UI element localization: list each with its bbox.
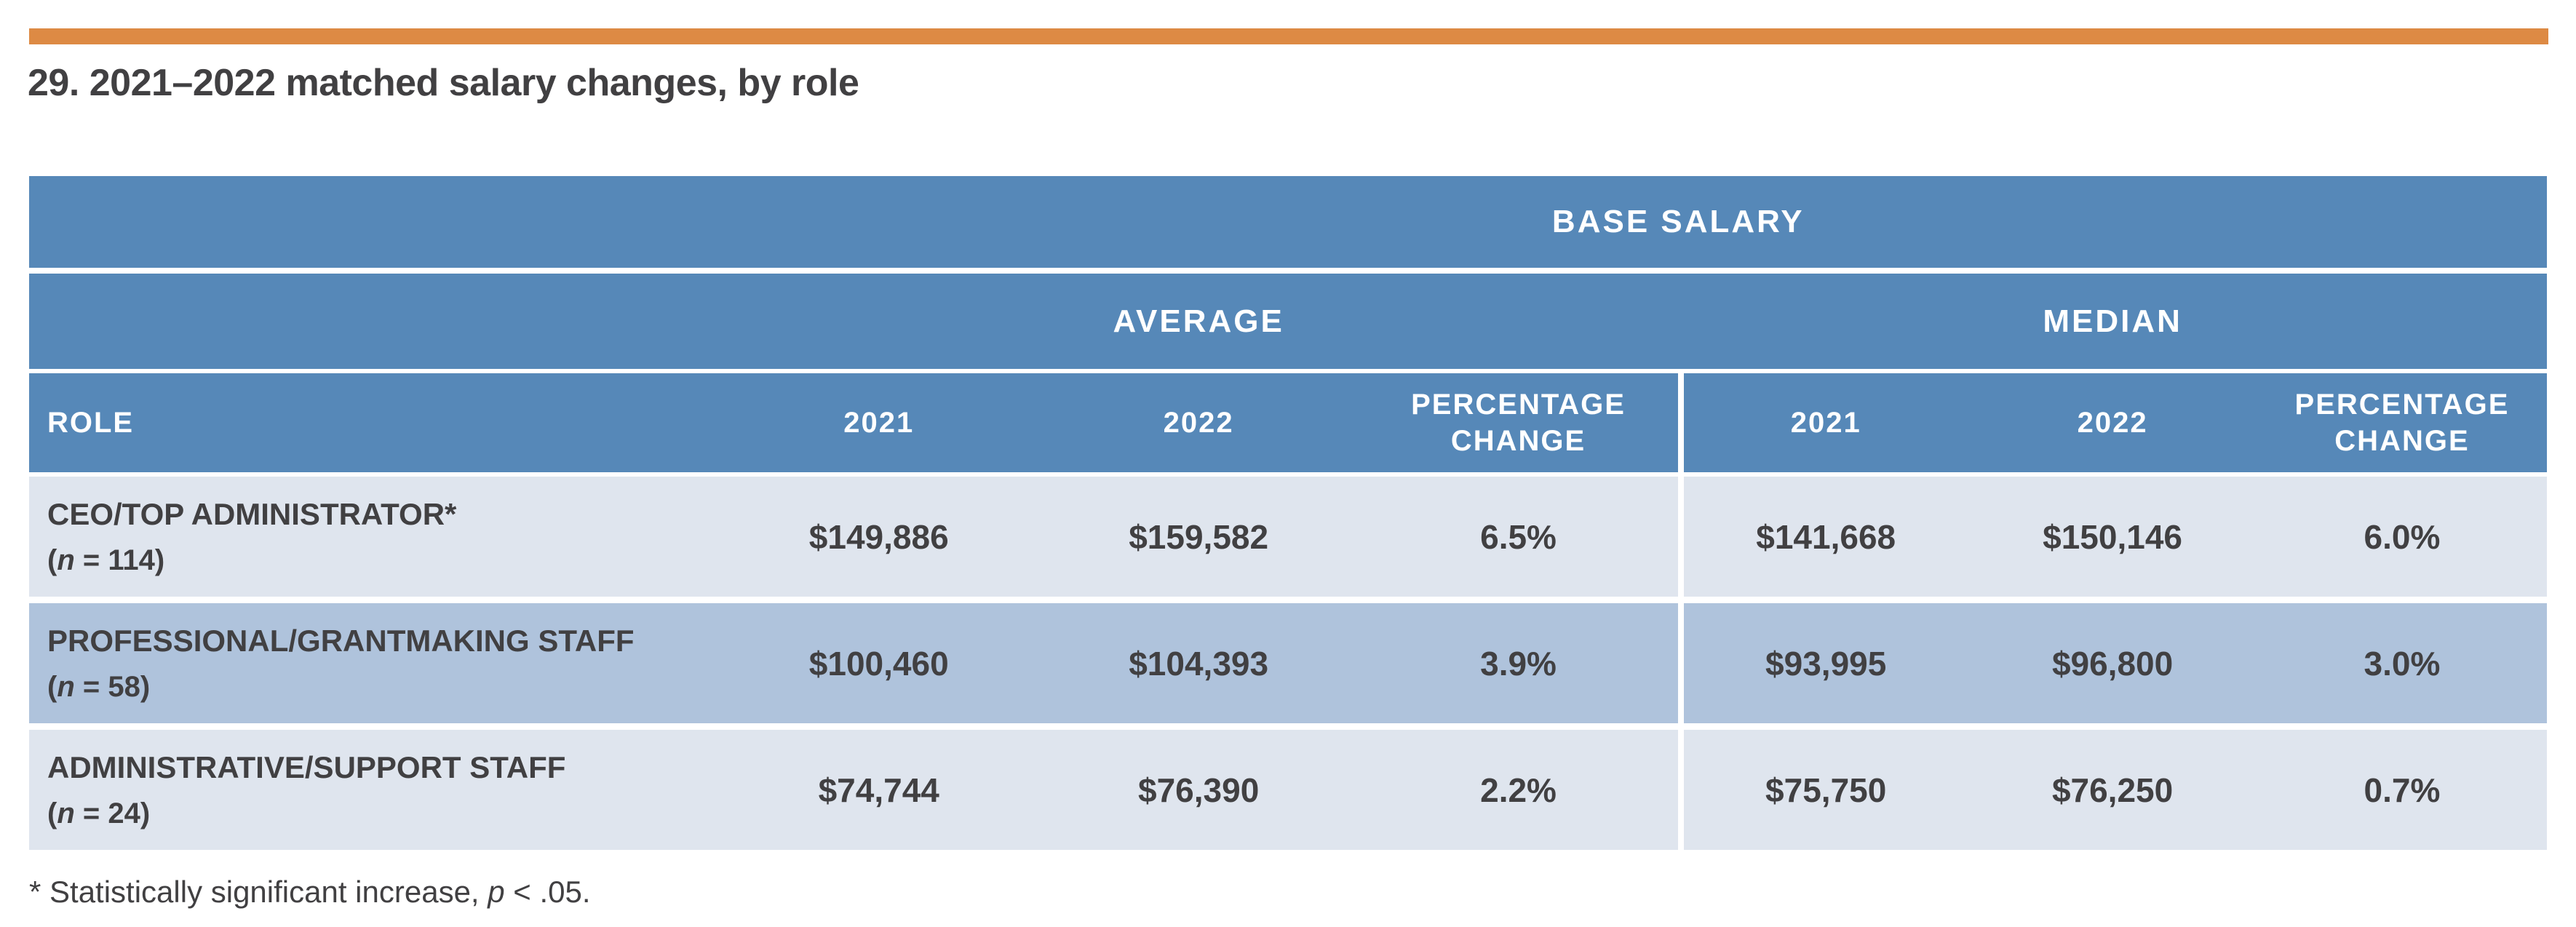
column-header-med-pct-change: PERCENTAGE CHANGE	[2294, 389, 2510, 457]
cell-med-pct-change: 3.0%	[2364, 644, 2441, 683]
role-cell: PROFESSIONAL/GRANTMAKING STAFF (n = 58)	[29, 603, 719, 723]
cell-med-2022: $150,146	[2043, 517, 2183, 556]
salary-table: BASE SALARY AVERAGE MEDIAN ROLE 2021 202…	[29, 176, 2547, 850]
cell-avg-2022: $76,390	[1138, 771, 1260, 809]
table-row-ceo-top-administrator: CEO/TOP ADMINISTRATOR* (n = 114) $149,88…	[29, 477, 2547, 597]
column-header-avg-2021: 2021	[843, 407, 915, 439]
cell-avg-pct-change: 3.9%	[1480, 644, 1557, 683]
role-cell: CEO/TOP ADMINISTRATOR* (n = 114)	[29, 477, 719, 597]
cell-med-2021: $93,995	[1678, 603, 1968, 723]
accent-bar	[29, 28, 2548, 44]
cell-med-pct-change: 0.7%	[2364, 771, 2441, 809]
table-row-administrative-support-staff: ADMINISTRATIVE/SUPPORT STAFF (n = 24) $7…	[29, 730, 2547, 850]
role-sample-size: (n = 58)	[47, 671, 151, 704]
cell-med-2022: $96,800	[2051, 644, 2174, 683]
cell-avg-pct-change: 2.2%	[1480, 771, 1557, 809]
cell-med-pct-change: 6.0%	[2364, 517, 2441, 556]
cell-avg-2021: $100,460	[808, 644, 949, 683]
cell-med-2021: $75,750	[1678, 730, 1968, 850]
page-title: 29. 2021–2022 matched salary changes, by…	[28, 62, 859, 104]
column-header-role: ROLE	[47, 407, 135, 439]
table-row-professional-grantmaking-staff: PROFESSIONAL/GRANTMAKING STAFF (n = 58) …	[29, 603, 2547, 723]
column-header-med-2022: 2022	[2077, 407, 2148, 439]
column-header-avg-2022: 2022	[1163, 407, 1234, 439]
cell-med-2022: $76,250	[2051, 771, 2174, 809]
cell-avg-2021: $149,886	[808, 517, 949, 556]
footnote: * Statistically significant increase, p …	[29, 875, 591, 909]
column-header-med-2021: 2021	[1678, 373, 1968, 472]
group-header-band: AVERAGE MEDIAN	[29, 274, 2547, 369]
group-header-average: AVERAGE	[1113, 303, 1284, 339]
cell-avg-2021: $74,744	[818, 771, 939, 809]
role-name: CEO/TOP ADMINISTRATOR*	[47, 496, 457, 531]
role-sample-size: (n = 24)	[47, 797, 151, 830]
cell-avg-2022: $159,582	[1129, 517, 1269, 556]
group-header-median: MEDIAN	[2043, 303, 2182, 339]
column-header-row: ROLE 2021 2022 PERCENTAGE CHANGE 2021 20…	[29, 373, 2547, 472]
cell-avg-2022: $104,393	[1129, 644, 1269, 683]
role-cell: ADMINISTRATIVE/SUPPORT STAFF (n = 24)	[29, 730, 719, 850]
role-name: ADMINISTRATIVE/SUPPORT STAFF	[47, 749, 566, 784]
cell-avg-pct-change: 6.5%	[1480, 517, 1557, 556]
column-header-avg-pct-change: PERCENTAGE CHANGE	[1411, 389, 1626, 457]
role-sample-size: (n = 114)	[47, 544, 165, 577]
base-salary-header-band: BASE SALARY	[29, 176, 2547, 268]
base-salary-header: BASE SALARY	[1551, 204, 1805, 239]
role-name: PROFESSIONAL/GRANTMAKING STAFF	[47, 623, 635, 658]
cell-med-2021: $141,668	[1678, 477, 1968, 597]
